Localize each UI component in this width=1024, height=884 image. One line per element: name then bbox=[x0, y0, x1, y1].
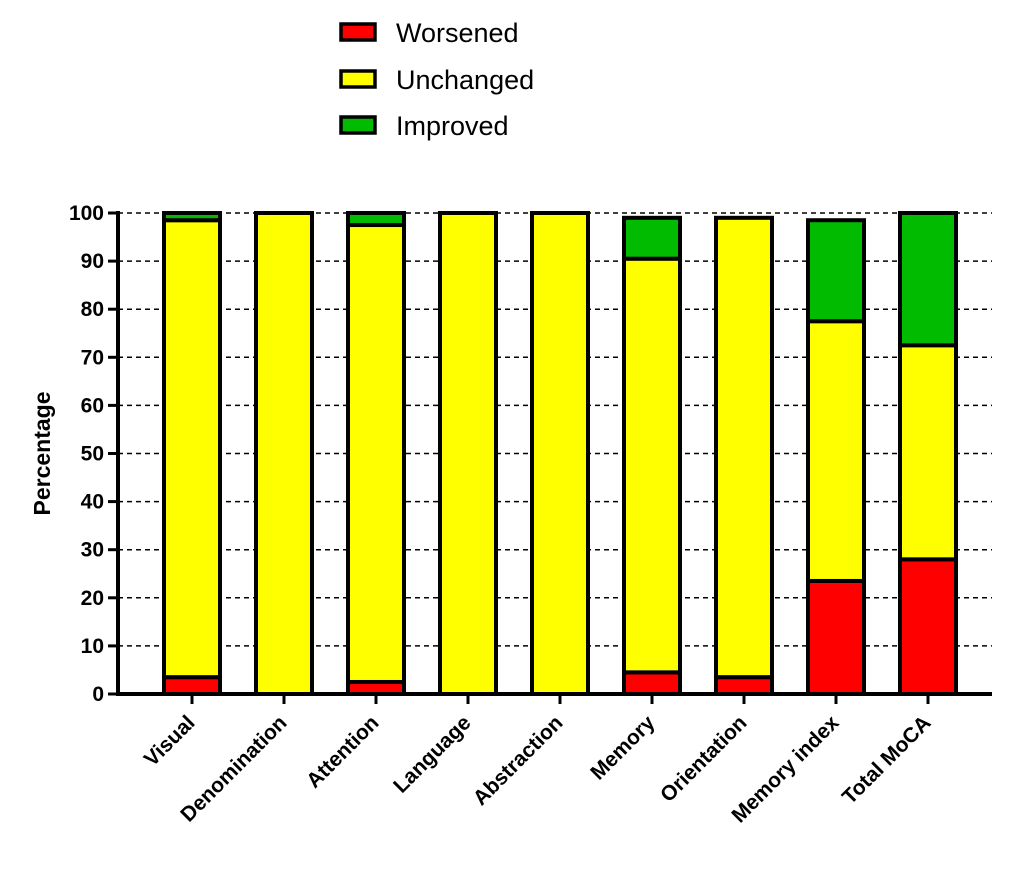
legend-swatch-unchanged bbox=[339, 69, 377, 89]
x-tick-label-attention: Attention bbox=[302, 711, 383, 792]
y-axis-ticks: 0 10 20 30 40 50 60 70 80 90 100 bbox=[69, 202, 118, 706]
y-tick-label: 90 bbox=[81, 250, 104, 273]
legend-swatch-improved bbox=[339, 115, 377, 135]
bar-segment-unchanged bbox=[162, 218, 222, 680]
bar-segment-worsened bbox=[622, 670, 682, 696]
legend: Worsened Unchanged Improved bbox=[339, 18, 534, 141]
bar-stack-visual bbox=[162, 211, 222, 696]
y-tick-label: 0 bbox=[92, 683, 104, 706]
bar-stack-total-moca bbox=[898, 211, 958, 696]
bar-segment-unchanged bbox=[714, 215, 774, 680]
x-tick-label-orientation: Orientation bbox=[656, 711, 751, 806]
y-tick-label: 100 bbox=[69, 202, 104, 225]
bar-stack-abstraction bbox=[530, 211, 590, 696]
legend-label-worsened: Worsened bbox=[396, 18, 519, 48]
x-tick-label-abstraction: Abstraction bbox=[469, 711, 568, 810]
x-tick-label-total-moca: Total MoCA bbox=[838, 711, 936, 809]
x-tick-label-language: Language bbox=[389, 711, 475, 797]
y-tick-label: 20 bbox=[81, 587, 104, 610]
y-tick-label: 80 bbox=[81, 298, 104, 321]
bar-segment-improved bbox=[806, 218, 866, 324]
y-tick-label: 50 bbox=[81, 443, 104, 466]
bar-segment-unchanged bbox=[530, 211, 590, 696]
bar-stack-memory-index bbox=[806, 218, 866, 697]
bar-segment-unchanged bbox=[806, 319, 866, 583]
bar-segment-improved bbox=[162, 211, 222, 223]
y-tick-label: 10 bbox=[81, 635, 104, 658]
bar-segment-improved bbox=[622, 215, 682, 261]
bar-stack-denomination bbox=[254, 211, 314, 696]
bars bbox=[162, 211, 958, 697]
x-tick-label-memory: Memory bbox=[586, 711, 659, 784]
bar-segment-unchanged bbox=[898, 343, 958, 562]
y-tick-label: 70 bbox=[81, 346, 104, 369]
bar-stack-memory bbox=[622, 215, 682, 696]
bar-segment-unchanged bbox=[254, 211, 314, 696]
y-tick-label: 40 bbox=[81, 491, 104, 514]
bar-segment-worsened bbox=[898, 557, 958, 696]
bar-stack-language bbox=[438, 211, 498, 696]
bar-segment-worsened bbox=[714, 675, 774, 696]
legend-label-unchanged: Unchanged bbox=[396, 65, 534, 95]
y-axis-title: Percentage bbox=[29, 391, 55, 515]
y-tick-label: 30 bbox=[81, 539, 104, 562]
bar-segment-unchanged bbox=[346, 223, 406, 684]
bar-segment-worsened bbox=[806, 578, 866, 697]
bar-segment-unchanged bbox=[622, 256, 682, 675]
bar-stack-attention bbox=[346, 211, 406, 696]
bar-stack-orientation bbox=[714, 215, 774, 696]
bar-segment-improved bbox=[898, 211, 958, 348]
bar-segment-worsened bbox=[162, 675, 222, 696]
y-tick-label: 60 bbox=[81, 394, 104, 417]
legend-label-improved: Improved bbox=[396, 111, 509, 141]
bar-segment-improved bbox=[346, 211, 406, 228]
x-tick-label-visual: Visual bbox=[140, 711, 200, 771]
bar-segment-unchanged bbox=[438, 211, 498, 696]
legend-swatch-worsened bbox=[339, 22, 377, 42]
